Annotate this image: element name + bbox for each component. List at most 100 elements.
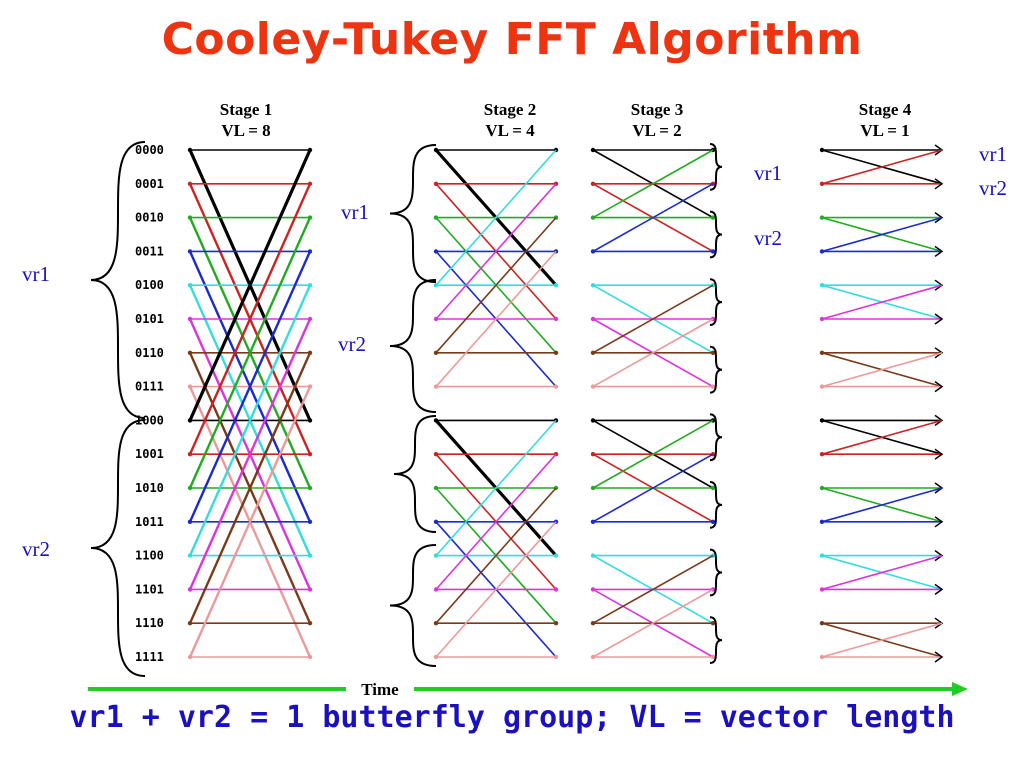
input-node <box>433 418 439 423</box>
input-node <box>590 350 596 355</box>
input-node <box>187 384 193 389</box>
register-label: vr2 <box>22 537 50 561</box>
cross-edge <box>435 419 557 557</box>
input-node <box>819 384 825 389</box>
output-arrow <box>934 380 944 393</box>
stage-1: Stage 1 VL = 8 <box>187 100 313 660</box>
input-node <box>433 519 439 524</box>
input-node <box>187 181 193 186</box>
index-label: 0001 <box>135 177 164 191</box>
cross-edge <box>188 284 312 557</box>
cross-edge <box>821 487 943 523</box>
input-node <box>819 519 825 524</box>
index-label: 1101 <box>135 582 164 596</box>
input-node <box>187 654 193 660</box>
input-node <box>433 316 439 322</box>
output-node <box>710 519 716 524</box>
input-node <box>433 452 439 457</box>
cross-edge <box>435 250 557 388</box>
index-label: 1100 <box>135 549 164 563</box>
output-node <box>307 553 313 558</box>
input-node <box>819 316 825 322</box>
cross-edge <box>188 217 312 489</box>
time-arrowhead-icon <box>952 682 968 696</box>
index-label: 1001 <box>135 447 164 461</box>
register-label: vr1 <box>22 262 50 286</box>
output-node <box>553 621 559 626</box>
stage-vl: VL = 4 <box>485 121 535 140</box>
input-node <box>187 283 193 288</box>
cross-edge <box>435 453 557 590</box>
index-label: 1111 <box>135 650 164 664</box>
input-node <box>819 621 825 626</box>
input-node <box>590 215 596 220</box>
cross-edge <box>821 216 943 253</box>
input-node <box>187 249 193 254</box>
cross-edge <box>592 284 714 354</box>
cross-edge <box>188 352 312 624</box>
output-node <box>710 384 716 389</box>
index-label: 0011 <box>135 244 164 258</box>
input-node <box>187 553 193 558</box>
input-node <box>590 654 596 660</box>
input-node <box>819 147 825 153</box>
time-label: Time <box>361 680 399 699</box>
cross-edge <box>821 419 943 455</box>
output-arrow <box>934 178 944 190</box>
cross-edge <box>435 521 557 658</box>
output-node <box>307 485 313 491</box>
cross-edge <box>188 149 312 422</box>
output-node <box>710 621 716 626</box>
input-node <box>433 553 439 558</box>
input-node <box>590 452 596 457</box>
input-node <box>433 587 439 592</box>
input-node <box>590 147 596 153</box>
register-label: vr1 <box>979 142 1007 166</box>
input-node <box>819 485 825 491</box>
input-node <box>433 350 439 355</box>
cross-edge <box>435 487 557 624</box>
output-node <box>710 215 716 220</box>
output-arrow <box>934 583 944 596</box>
stage3-brace-vr1 <box>709 143 723 191</box>
input-node <box>433 249 439 254</box>
output-node <box>307 452 313 457</box>
stage-2: Stage 2 VL = 4 <box>433 100 559 660</box>
input-node <box>433 654 439 660</box>
input-node <box>187 316 193 322</box>
input-node <box>187 485 193 491</box>
cross-edge <box>592 149 714 219</box>
input-node <box>433 181 439 186</box>
index-label: 0101 <box>135 312 164 326</box>
index-label: 0110 <box>135 346 164 360</box>
cross-edge <box>435 149 557 286</box>
input-node <box>819 553 825 558</box>
input-node <box>590 485 596 491</box>
slide-title: Cooley-Tukey FFT Algorithm <box>161 14 863 65</box>
cross-edge <box>592 183 714 253</box>
input-node <box>433 485 439 491</box>
register-label: vr2 <box>338 332 366 356</box>
index-label: 1010 <box>135 481 164 495</box>
cross-edge <box>821 352 943 388</box>
input-node <box>433 283 439 288</box>
stage3-brace <box>709 548 723 597</box>
stage-3: Stage 3 VL = 2 <box>590 100 716 660</box>
cross-edge <box>821 622 943 658</box>
input-node <box>590 621 596 626</box>
stage-title: Stage 4 <box>859 100 912 119</box>
input-node <box>187 621 193 626</box>
input-node <box>187 215 193 220</box>
index-label: 0000 <box>135 143 164 157</box>
output-node <box>307 418 313 423</box>
input-node <box>819 181 825 186</box>
input-node <box>819 249 825 254</box>
stage2-brace <box>393 415 437 533</box>
stage3-brace-vr2 <box>709 210 723 259</box>
index-label: 0010 <box>135 211 164 225</box>
output-node <box>307 519 313 524</box>
stage3-brace <box>709 413 723 462</box>
input-node <box>819 418 825 423</box>
